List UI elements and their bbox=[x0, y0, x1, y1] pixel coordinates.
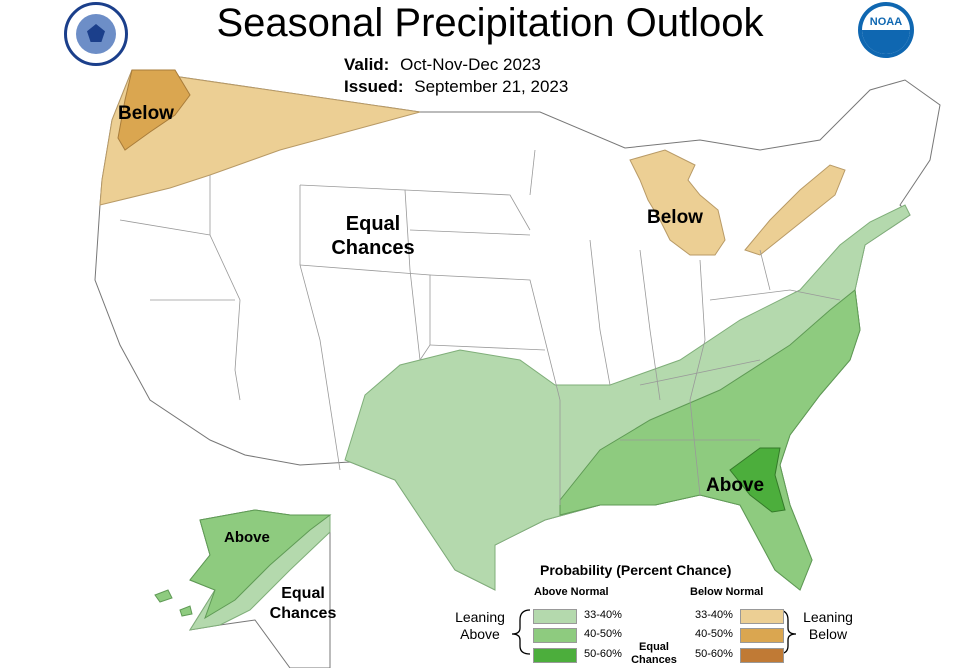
legend-leaning-below-line1: Leaning bbox=[803, 609, 853, 625]
legend-above-header: Above Normal bbox=[534, 586, 609, 598]
issued-label: Issued: bbox=[344, 77, 404, 96]
region-alaska-above-40-50 bbox=[189, 509, 332, 620]
issued-value: September 21, 2023 bbox=[414, 77, 569, 96]
legend-below-header: Below Normal bbox=[690, 586, 764, 598]
label-alaska-ec-line2: Chances bbox=[269, 605, 337, 622]
label-alaska-above: Above bbox=[224, 529, 270, 546]
legend-range-above-50-60: 50-60% bbox=[584, 648, 622, 660]
legend-equal-chances: Equal Chances bbox=[626, 641, 682, 667]
label-central-ec-line1: Equal bbox=[345, 213, 401, 235]
region-northwest-below-40-50 bbox=[117, 69, 191, 151]
legend-range-below-50-60: 50-60% bbox=[695, 648, 733, 660]
commerce-seal-icon bbox=[64, 2, 128, 66]
legend-swatch-above-40-50 bbox=[533, 628, 577, 643]
label-northwest-below: Below bbox=[118, 103, 174, 124]
state-lines bbox=[119, 149, 841, 505]
legend-title: Probability (Percent Chance) bbox=[540, 562, 732, 578]
legend-ec-line2: Chances bbox=[631, 654, 677, 666]
region-southeast-above-50-60 bbox=[729, 447, 786, 513]
legend-range-below-33-40: 33-40% bbox=[695, 609, 733, 621]
label-central-ec-line2: Chances bbox=[331, 237, 415, 259]
page-title: Seasonal Precipitation Outlook bbox=[216, 1, 764, 45]
legend-ec-line1: Equal bbox=[639, 641, 669, 653]
legend-leaning-above-line1: Leaning bbox=[455, 609, 505, 625]
label-great-lakes-below: Below bbox=[647, 207, 703, 228]
legend-leaning-below: Leaning Below bbox=[796, 609, 860, 643]
legend-swatch-below-50-60 bbox=[740, 648, 784, 663]
legend-leaning-above: Leaning Above bbox=[448, 609, 512, 643]
region-erie-ontario-below bbox=[744, 164, 846, 256]
label-alaska-ec: Equal Chances bbox=[258, 584, 348, 624]
label-southeast-above: Above bbox=[706, 475, 765, 496]
legend-braces bbox=[511, 609, 797, 655]
legend-range-above-33-40: 33-40% bbox=[584, 609, 622, 621]
noaa-logo-icon: NOAA bbox=[858, 2, 914, 58]
legend-leaning-above-line2: Above bbox=[460, 626, 500, 642]
legend-swatch-below-40-50 bbox=[740, 628, 784, 643]
valid-value: Oct-Nov-Dec 2023 bbox=[400, 55, 541, 74]
legend-swatch-above-50-60 bbox=[533, 648, 577, 663]
legend-swatch-below-33-40 bbox=[740, 609, 784, 624]
legend-leaning-below-line2: Below bbox=[808, 626, 848, 642]
valid-label: Valid: bbox=[344, 55, 390, 74]
region-great-lakes-below bbox=[629, 149, 726, 256]
valid-row: Valid: Oct-Nov-Dec 2023 bbox=[344, 55, 541, 75]
legend-range-below-40-50: 40-50% bbox=[695, 628, 733, 640]
label-alaska-ec-line1: Equal bbox=[281, 585, 325, 602]
legend-range-above-40-50: 40-50% bbox=[584, 628, 622, 640]
issued-row: Issued: September 21, 2023 bbox=[344, 77, 568, 97]
label-central-ec: Equal Chances bbox=[318, 212, 428, 260]
legend-swatch-above-33-40 bbox=[533, 609, 577, 624]
noaa-logo-text: NOAA bbox=[869, 16, 903, 28]
alaska-islands bbox=[154, 589, 193, 617]
